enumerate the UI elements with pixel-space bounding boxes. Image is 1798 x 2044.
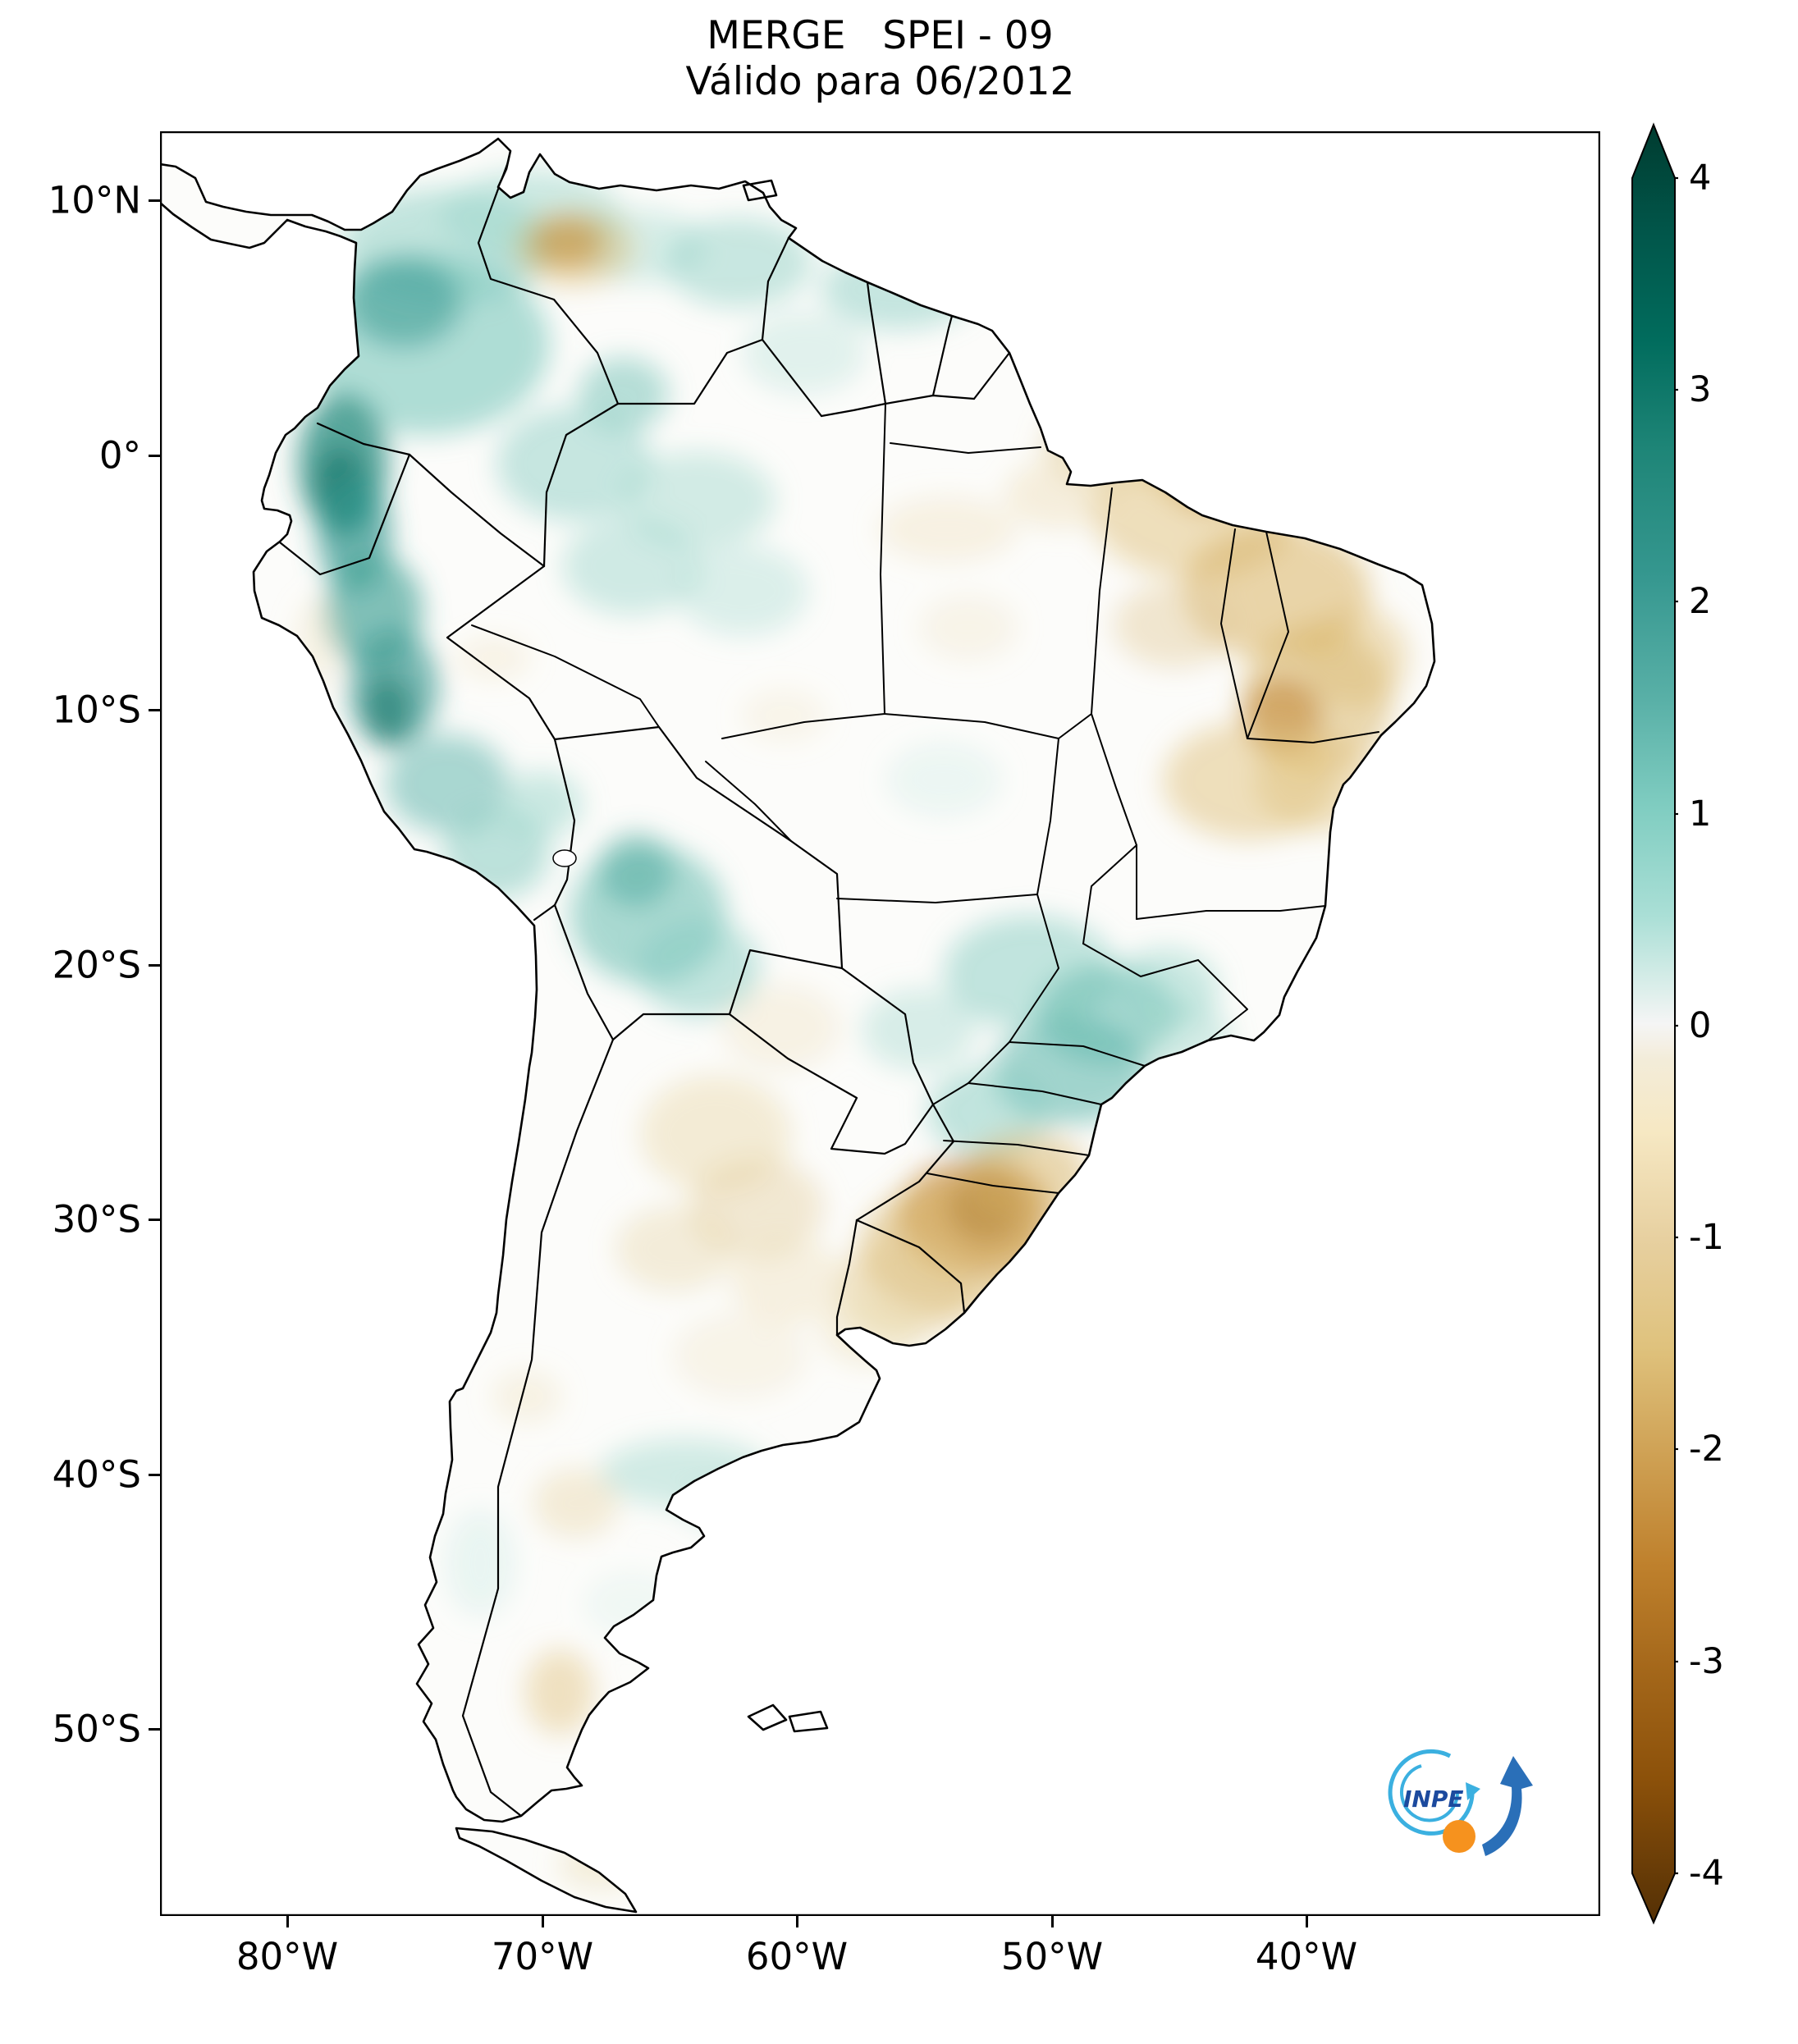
y-axis-tick-mark (149, 709, 160, 711)
y-axis-tick-label: 20°S (52, 943, 141, 987)
y-axis-tick-mark (149, 455, 160, 457)
south-america-map (160, 131, 1600, 1916)
y-axis-tick-mark (149, 964, 160, 967)
state-borders (471, 403, 1379, 1194)
x-axis-tick-mark (1051, 1916, 1054, 1927)
colorbar-tick-label: 3 (1689, 369, 1712, 410)
continent-outline (160, 137, 1436, 1914)
x-axis-tick-mark (542, 1916, 544, 1927)
y-axis-tick-label: 40°S (52, 1452, 141, 1497)
y-axis-tick-label: 50°S (52, 1707, 141, 1751)
y-axis-tick-label: 10°S (52, 688, 141, 732)
colorbar-tick-label: 4 (1689, 158, 1712, 199)
arrow-icon (1482, 1756, 1533, 1856)
land-base (160, 139, 1434, 1912)
island-outline (742, 179, 778, 202)
colorbar-tick-label: -1 (1689, 1217, 1724, 1258)
plot-frame (160, 131, 1600, 1916)
y-axis-tick-label: 10°N (48, 178, 141, 222)
colorbar-tick-marks (1675, 176, 1678, 1875)
x-axis-tick-label: 40°W (1255, 1935, 1358, 1978)
y-axis-tick-mark (149, 1474, 160, 1476)
colorbar-tick-label: -3 (1689, 1641, 1724, 1682)
x-axis-tick-mark (286, 1916, 289, 1927)
y-axis-tick-mark (149, 1728, 160, 1731)
colorbar-tick-label: -2 (1689, 1429, 1724, 1470)
x-axis-tick-label: 80°W (236, 1935, 339, 1978)
island-outline (747, 1703, 788, 1731)
colorbar-tick-label: 1 (1689, 793, 1712, 835)
x-axis-tick-label: 70°W (491, 1935, 594, 1978)
inpe-logo: INPE (1388, 1749, 1533, 1856)
y-axis-tick-label: 0° (98, 433, 141, 478)
island-outline (788, 1710, 829, 1733)
colorbar-tick-label: 2 (1689, 581, 1712, 622)
colorbar-tick-label: -4 (1689, 1853, 1724, 1894)
colorbar-gradient (1631, 122, 1676, 1925)
x-axis-tick-mark (1306, 1916, 1308, 1927)
y-axis-tick-mark (149, 199, 160, 202)
lake-titicaca (552, 849, 577, 867)
y-axis-tick-mark (149, 1219, 160, 1221)
colorbar-tick-label: 0 (1689, 1005, 1712, 1046)
inpe-logo-text: INPE (1403, 1786, 1464, 1813)
x-axis-tick-label: 60°W (745, 1935, 849, 1978)
colorbar (1631, 122, 1678, 1925)
orange-dot-icon (1443, 1820, 1475, 1853)
x-axis-tick-mark (796, 1916, 798, 1927)
x-axis-tick-label: 50°W (1000, 1935, 1104, 1978)
chart-title: MERGE SPEI - 09 (707, 13, 1054, 58)
country-borders (278, 158, 1011, 1818)
chart-subtitle: Válido para 06/2012 (685, 59, 1075, 104)
y-axis-tick-label: 30°S (52, 1197, 141, 1241)
